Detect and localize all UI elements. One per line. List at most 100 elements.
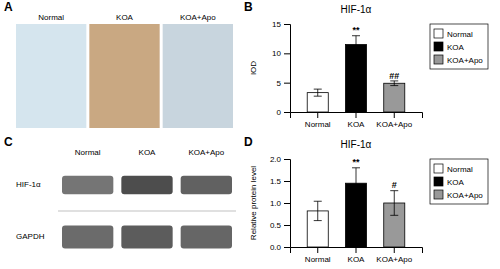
blot-band [121, 176, 172, 195]
error-bar-cap [352, 198, 360, 199]
x-tick: KOA+Apo [376, 112, 412, 129]
y-tick-mark [284, 53, 290, 54]
x-tick-mark [356, 112, 357, 118]
group-label: KOA+Apo [188, 148, 224, 157]
error-bar-stem [394, 191, 395, 216]
legend-label: Normal [447, 30, 473, 39]
y-tick-label: 10 [272, 49, 281, 58]
error-bar-cap [314, 220, 322, 221]
y-tick: 1.5 [270, 177, 290, 186]
error-bar [314, 89, 322, 96]
y-axis: 0 5 10 15 [272, 20, 290, 117]
blot-band [181, 226, 232, 249]
x-tick-mark [394, 247, 395, 253]
y-tick: 2.0 [270, 155, 290, 164]
x-tick: KOA [348, 247, 366, 264]
legend-label: KOA+Apo [447, 56, 483, 65]
error-bar-stem [317, 201, 318, 220]
y-axis: 0.0 0.5 1.0 1.5 2.0 [270, 155, 291, 252]
x-tick: KOA [348, 112, 366, 129]
legend-label: KOA [447, 43, 465, 52]
y-axis-title: IOD [249, 61, 258, 75]
legend-swatch [434, 29, 443, 38]
image-placeholder [89, 24, 159, 128]
panel-label: C [4, 135, 13, 149]
x-tick: Normal [305, 247, 331, 264]
x-tick: Normal [305, 112, 331, 129]
blot-band [62, 226, 113, 249]
y-tick-mark [284, 159, 290, 160]
y-tick-label: 0.0 [270, 243, 282, 252]
y-tick: 15 [272, 20, 290, 29]
group-label: Normal [38, 13, 64, 22]
image-placeholder [16, 24, 86, 128]
y-tick-label: 15 [272, 20, 281, 29]
plot-marks [307, 36, 405, 112]
panel-label: A [4, 0, 13, 14]
blot-panel: NormalKOAKOA+ApoHIF-1αGAPDH [16, 148, 236, 248]
y-tick: 0.0 [270, 243, 290, 252]
legend-frame [430, 159, 488, 204]
chart-title: HIF-1α [341, 139, 372, 150]
x-axis: Normal KOA KOA+Apo [291, 112, 423, 129]
figure: ANormalKOAKOA+ApoB051015NormalKOAKOA+Apo… [0, 0, 500, 269]
row-label: GAPDH [16, 232, 45, 241]
error-bar-cap [352, 167, 360, 168]
error-bar [352, 168, 360, 199]
legend-frame [430, 24, 488, 69]
x-tick-mark [317, 247, 318, 253]
x-tick-label: KOA [348, 255, 366, 264]
x-tick-label: KOA+Apo [376, 120, 412, 129]
y-tick-label: 0 [277, 108, 282, 117]
y-tick: 1.0 [270, 199, 290, 208]
group-label: KOA [116, 13, 134, 22]
legend-swatch [434, 42, 443, 51]
chart-title: HIF-1α [341, 4, 372, 15]
error-bar-cap [390, 215, 398, 216]
legend-swatch [434, 55, 443, 64]
y-tick: 0.5 [270, 221, 290, 230]
error-bar [314, 201, 322, 220]
x-tick: KOA+Apo [376, 247, 412, 264]
y-axis-line [284, 160, 291, 248]
annotation: ** [352, 157, 360, 167]
row-label: HIF-1α [16, 180, 41, 189]
error-bar-stem [317, 89, 318, 96]
error-bar [390, 81, 398, 86]
legend-label: KOA+Apo [447, 191, 483, 200]
error-bar-cap [314, 201, 322, 202]
annotation: ** [352, 25, 360, 35]
error-bar-stem [394, 81, 395, 86]
y-tick-label: 2.0 [270, 155, 282, 164]
x-axis: Normal KOA KOA+Apo [291, 247, 423, 264]
y-tick: 0 [277, 108, 290, 117]
legend: Normal KOA KOA+Apo [430, 24, 488, 69]
error-bar-cap [314, 96, 322, 97]
row-separator [58, 211, 236, 212]
bar [345, 45, 366, 112]
legend-label: Normal [447, 165, 473, 174]
image-placeholder [163, 24, 233, 128]
error-bar-cap [314, 89, 322, 90]
blot-band [181, 176, 232, 195]
error-bar [352, 36, 360, 54]
group-label: KOA+Apo [180, 13, 216, 22]
legend-swatch [434, 164, 443, 173]
y-tick-label: 1.5 [270, 177, 282, 186]
error-bar-stem [356, 168, 357, 199]
y-tick-mark [284, 83, 290, 84]
blot-band [121, 226, 172, 249]
x-tick-label: KOA+Apo [376, 255, 412, 264]
y-tick-mark [284, 112, 290, 113]
panel-label: D [244, 135, 253, 149]
blot-band [62, 176, 113, 195]
group-label: KOA [139, 148, 157, 157]
y-tick-mark [284, 24, 290, 25]
y-tick-label: 5 [277, 79, 282, 88]
x-tick-label: Normal [305, 255, 331, 264]
legend-swatch [434, 177, 443, 186]
y-tick: 10 [272, 49, 290, 58]
error-bar-stem [356, 36, 357, 54]
y-tick-mark [284, 247, 290, 248]
legend-label: KOA [447, 178, 465, 187]
